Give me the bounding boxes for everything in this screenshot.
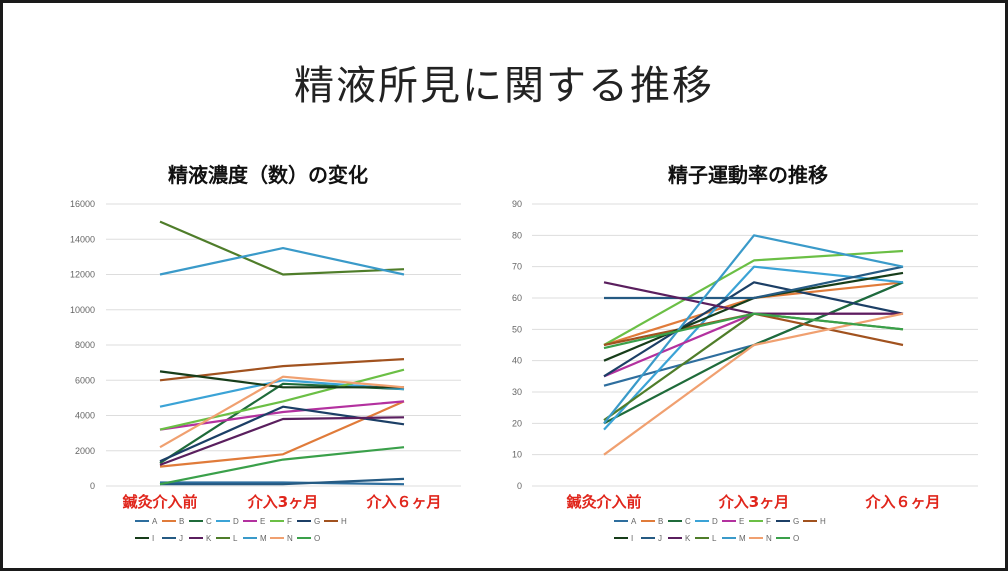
y-tick-label: 6000 (75, 375, 95, 385)
y-tick-label: 14000 (70, 234, 95, 244)
series-line-G (603, 281, 904, 378)
series-line-M (159, 247, 405, 276)
y-tick-label: 60 (512, 293, 522, 303)
legend-label-L: L (712, 534, 717, 543)
legend-label-E: E (260, 517, 265, 526)
y-tick-label: 4000 (75, 411, 95, 421)
y-tick-label: 80 (512, 230, 522, 240)
legend-label-K: K (206, 534, 212, 543)
legend-label-I: I (152, 534, 154, 543)
category-label: 介入６ヶ月 (365, 493, 441, 511)
category-label: 鍼灸介入前 (122, 493, 197, 511)
y-tick-label: 12000 (70, 270, 95, 280)
series-line-K (159, 416, 405, 466)
legend-label-J: J (179, 534, 183, 543)
category-label: 鍼灸介入前 (566, 493, 641, 511)
category-label: 介入3ヶ月 (247, 493, 318, 511)
y-tick-label: 16000 (70, 199, 95, 209)
series-line-M (603, 234, 904, 424)
series-line-J (160, 477, 405, 486)
legend-label-E: E (739, 517, 744, 526)
series-line-O (159, 446, 405, 486)
legend-label-M: M (260, 534, 267, 543)
legend-label-J: J (658, 534, 662, 543)
legend-label-D: D (712, 517, 718, 526)
legend-label-K: K (685, 534, 691, 543)
legend-label-G: G (793, 517, 799, 526)
series-line-F (159, 368, 405, 431)
y-tick-label: 2000 (75, 446, 95, 456)
legend-label-F: F (287, 517, 292, 526)
legend-label-D: D (233, 517, 239, 526)
y-tick-label: 70 (512, 262, 522, 272)
charts-canvas: 0 2000 4000 6000 8000 10000 12000 14000 16000 鍼灸介… (70, 199, 978, 543)
legend-label-F: F (766, 517, 771, 526)
y-tick-label: 0 (90, 481, 95, 491)
chart-title-concentration: 精液濃度（数）の変化 (168, 163, 368, 187)
legend-label-N: N (287, 534, 293, 543)
category-label: 介入3ヶ月 (718, 493, 789, 511)
legend-label-H: H (341, 517, 347, 526)
chart-2: 0 10 20 30 40 50 60 70 80 90 鍼灸介入前 介入3ヶ月 介入６ヶ月 A B C D E F… (512, 199, 978, 543)
y-tick-label: 0 (517, 481, 522, 491)
series-line-F (603, 249, 904, 346)
legend-label-B: B (658, 517, 663, 526)
legend-label-C: C (685, 517, 691, 526)
series-line-H (159, 358, 405, 382)
legend-label-N: N (766, 534, 772, 543)
chart-title-motility: 精子運動率の推移 (668, 163, 828, 187)
series-line-L (159, 220, 405, 276)
series-line-G (159, 405, 405, 463)
series-line-O (603, 312, 904, 350)
legend-label-C: C (206, 517, 212, 526)
series-line-J (604, 265, 904, 300)
legend-label-H: H (820, 517, 826, 526)
slide: 精液所見に関する推移 精液濃度（数）の変化 精子運動率の推移 0 2000 4000… (3, 3, 1005, 568)
y-tick-label: 10 (512, 450, 522, 460)
series-line-N (159, 375, 405, 449)
legend-label-O: O (314, 534, 320, 543)
legend-label-M: M (739, 534, 746, 543)
y-tick-label: 8000 (75, 340, 95, 350)
legend-label-A: A (152, 517, 158, 526)
y-tick-label: 10000 (70, 305, 95, 315)
series-line-D (159, 379, 405, 408)
y-tick-label: 30 (512, 387, 522, 397)
series-line-A (160, 481, 405, 486)
legend-label-O: O (793, 534, 799, 543)
legend-label-G: G (314, 517, 320, 526)
y-tick-label: 90 (512, 199, 522, 209)
y-tick-label: 50 (512, 324, 522, 334)
series-line-I (159, 370, 404, 389)
category-label: 介入６ヶ月 (864, 493, 940, 511)
y-tick-label: 40 (512, 356, 522, 366)
legend-label-L: L (233, 534, 238, 543)
legend-label-I: I (631, 534, 633, 543)
chart-1: 0 2000 4000 6000 8000 10000 12000 14000 16000 鍼灸介… (70, 199, 461, 543)
legend-label-B: B (179, 517, 184, 526)
y-tick-label: 20 (512, 418, 522, 428)
slide-title: 精液所見に関する推移 (294, 63, 714, 109)
legend-label-A: A (631, 517, 637, 526)
